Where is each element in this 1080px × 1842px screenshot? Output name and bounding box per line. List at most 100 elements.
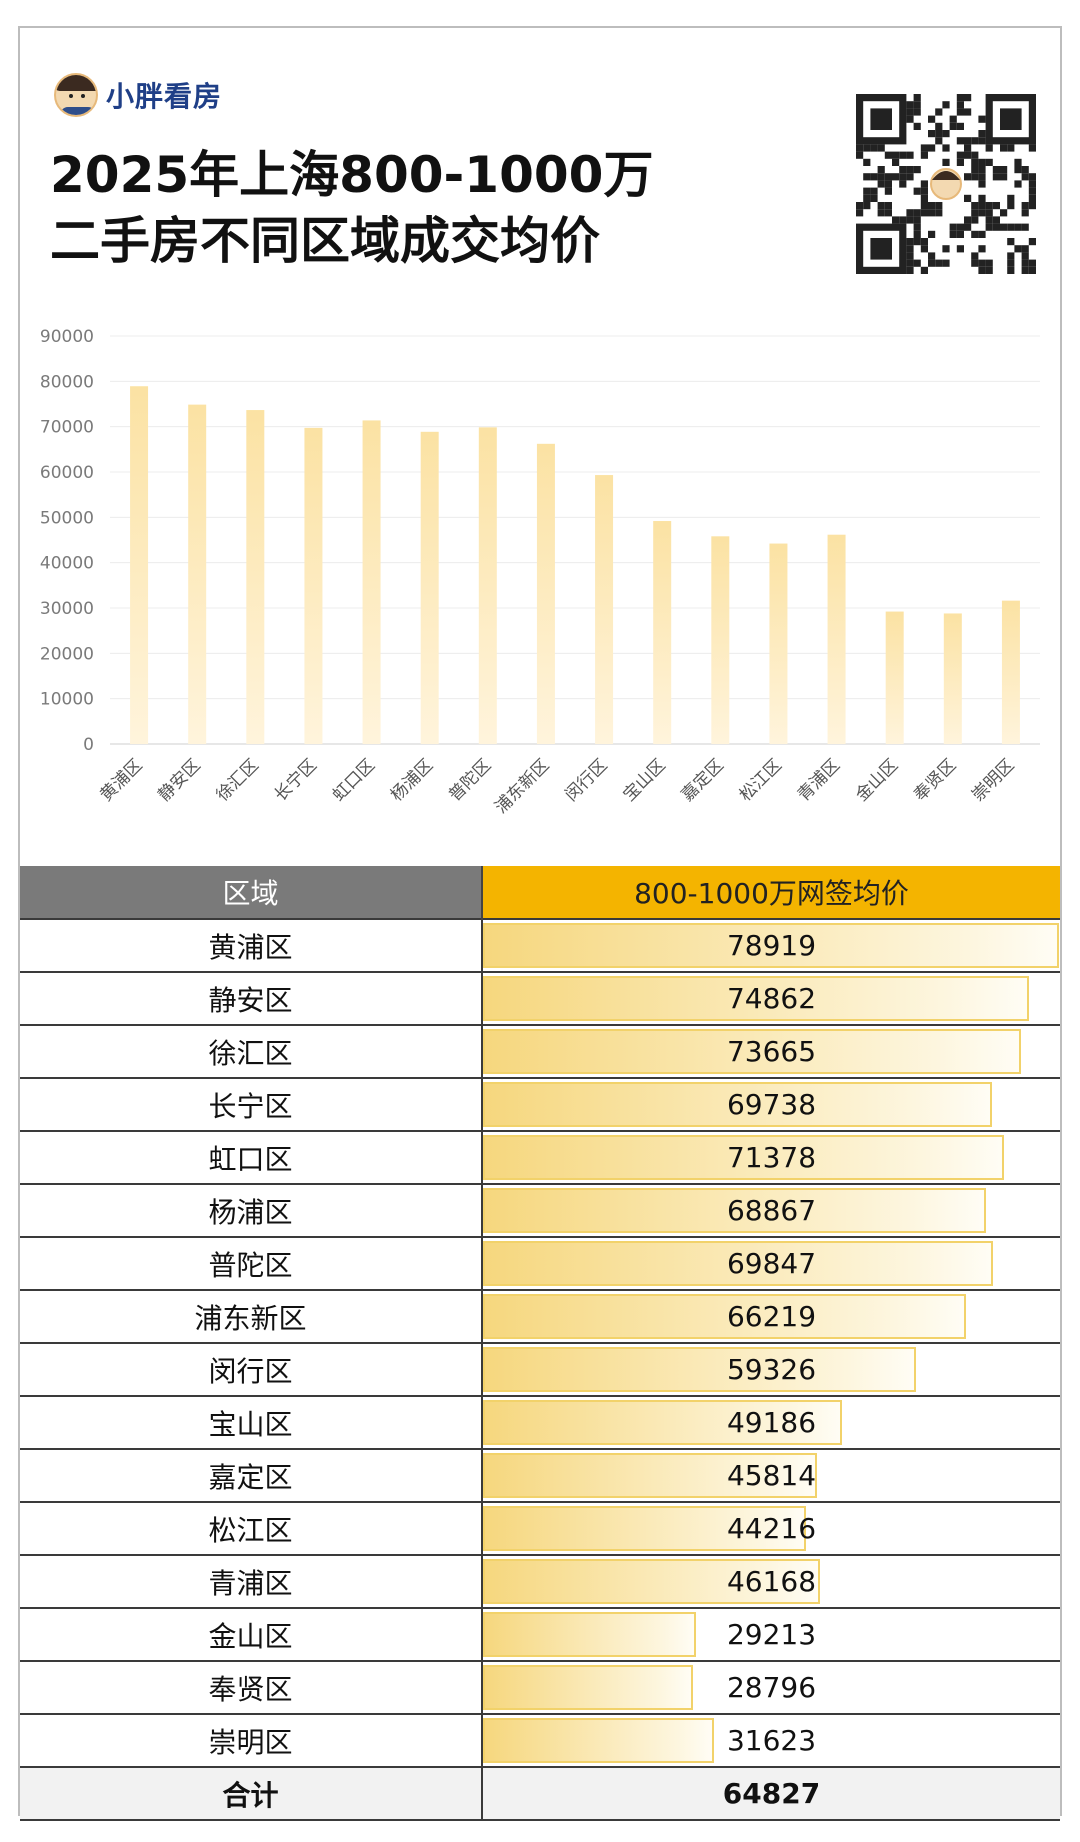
y-tick-label: 70000: [40, 418, 94, 438]
price-cell: 49186: [481, 1395, 1060, 1449]
price-cell: 69847: [481, 1236, 1060, 1290]
price-value: 28796: [726, 1671, 817, 1704]
x-tick-label: 徐汇区: [213, 755, 263, 805]
x-tick-label: 松江区: [736, 755, 786, 805]
region-cell: 闵行区: [20, 1342, 482, 1396]
price-value: 69738: [726, 1088, 817, 1121]
data-bar: [483, 1400, 842, 1445]
total-value: 64827: [481, 1766, 1060, 1821]
x-tick-label: 虹口区: [329, 755, 379, 805]
price-cell: 74862: [481, 971, 1060, 1025]
price-cell: 69738: [481, 1077, 1060, 1131]
y-tick-label: 40000: [40, 554, 94, 574]
bar: [885, 611, 904, 744]
data-bar: [483, 1506, 806, 1551]
total-label: 合计: [20, 1766, 482, 1821]
data-bar: [483, 1559, 820, 1604]
region-cell: 奉贤区: [20, 1660, 482, 1714]
table-row: 松江区 44216: [20, 1501, 1060, 1555]
x-tick-label: 静安区: [155, 755, 205, 805]
x-tick-label: 青浦区: [794, 755, 844, 805]
y-tick-label: 30000: [40, 599, 94, 619]
table-row: 长宁区 69738: [20, 1077, 1060, 1131]
region-cell: 宝山区: [20, 1395, 482, 1449]
price-value: 66219: [726, 1300, 817, 1333]
price-value: 59326: [726, 1353, 817, 1386]
table-row: 杨浦区 68867: [20, 1183, 1060, 1237]
data-bar: [483, 1082, 992, 1127]
table-row: 崇明区 31623: [20, 1713, 1060, 1767]
bar: [1001, 600, 1020, 744]
table-row: 奉贤区 28796: [20, 1660, 1060, 1714]
data-bar: [483, 976, 1029, 1021]
y-tick-label: 90000: [40, 327, 94, 347]
table-row: 嘉定区 45814: [20, 1448, 1060, 1502]
region-cell: 松江区: [20, 1501, 482, 1555]
x-tick-label: 黄浦区: [96, 755, 146, 805]
bar: [595, 475, 614, 744]
header-region: 区域: [20, 866, 482, 919]
region-cell: 青浦区: [20, 1554, 482, 1608]
data-bar: [483, 1612, 696, 1657]
y-tick-label: 10000: [40, 690, 94, 710]
table-row: 金山区 29213: [20, 1607, 1060, 1661]
y-tick-label: 80000: [40, 372, 94, 392]
region-cell: 金山区: [20, 1607, 482, 1661]
price-value: 74862: [726, 982, 817, 1015]
bar: [304, 427, 323, 744]
bar: [943, 613, 962, 744]
price-cell: 73665: [481, 1024, 1060, 1078]
price-cell: 28796: [481, 1660, 1060, 1714]
bar: [653, 521, 672, 744]
region-cell: 杨浦区: [20, 1183, 482, 1237]
y-tick-label: 50000: [40, 508, 94, 528]
data-bar: [483, 1665, 693, 1710]
title-line-2: 二手房不同区域成交均价: [50, 212, 600, 270]
region-cell: 普陀区: [20, 1236, 482, 1290]
data-bar: [483, 923, 1059, 968]
bar: [362, 420, 381, 744]
bar-chart: 0 10000 20000 30000 40000 50000 60000 70000 8000…: [40, 327, 1040, 818]
region-cell: 虹口区: [20, 1130, 482, 1184]
table-row: 虹口区 71378: [20, 1130, 1060, 1184]
table-row: 徐汇区 73665: [20, 1024, 1060, 1078]
price-value: 68867: [726, 1194, 817, 1227]
bar: [246, 410, 265, 744]
price-value: 46168: [726, 1565, 817, 1598]
price-cell: 71378: [481, 1130, 1060, 1184]
price-cell: 46168: [481, 1554, 1060, 1608]
region-cell: 黄浦区: [20, 918, 482, 972]
price-value: 29213: [726, 1618, 817, 1651]
data-bar: [483, 1029, 1021, 1074]
x-tick-label: 崇明区: [968, 755, 1018, 805]
price-value: 44216: [726, 1512, 817, 1545]
table-row: 浦东新区 66219: [20, 1289, 1060, 1343]
page-title: 2025年上海800-1000万 二手房不同区域成交均价: [50, 142, 653, 274]
price-cell: 78919: [481, 918, 1060, 972]
y-tick-label: 20000: [40, 644, 94, 664]
x-tick-label: 宝山区: [620, 755, 670, 805]
table-row: 青浦区 46168: [20, 1554, 1060, 1608]
y-tick-label: 0: [83, 735, 94, 755]
x-tick-label: 浦东新区: [491, 755, 553, 817]
bar: [769, 543, 788, 744]
region-cell: 长宁区: [20, 1077, 482, 1131]
bar: [827, 534, 846, 744]
x-tick-label: 杨浦区: [387, 755, 437, 805]
qr-code-icon[interactable]: [856, 94, 1036, 274]
region-cell: 浦东新区: [20, 1289, 482, 1343]
brand-header: 小胖看房: [54, 72, 222, 118]
bar: [536, 443, 555, 744]
data-bar: [483, 1294, 966, 1339]
region-cell: 崇明区: [20, 1713, 482, 1767]
price-cell: 29213: [481, 1607, 1060, 1661]
data-bar: [483, 1135, 1004, 1180]
price-value: 71378: [726, 1141, 817, 1174]
data-bar: [483, 1188, 986, 1233]
price-cell: 59326: [481, 1342, 1060, 1396]
region-cell: 嘉定区: [20, 1448, 482, 1502]
data-bar: [483, 1718, 714, 1763]
x-tick-label: 金山区: [852, 755, 902, 805]
table-row: 静安区 74862: [20, 971, 1060, 1025]
bar: [478, 427, 497, 744]
